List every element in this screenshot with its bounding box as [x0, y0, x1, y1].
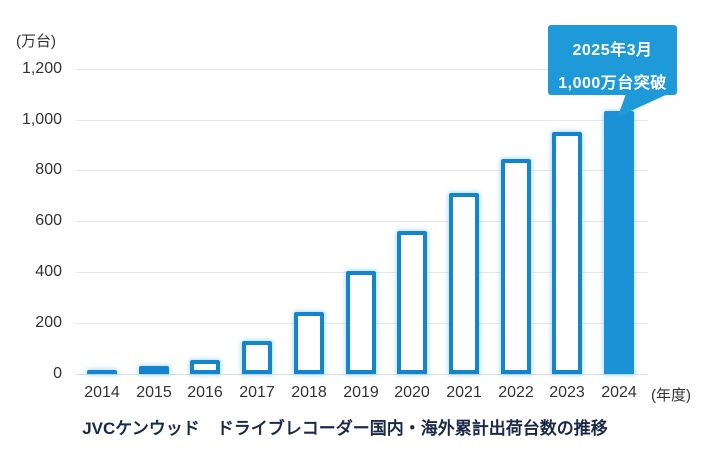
gridline-y-1000 [76, 120, 648, 121]
bar-2020 [397, 231, 427, 374]
x-tick-label-2022: 2022 [498, 384, 534, 401]
y-tick-label-400: 400 [35, 263, 62, 280]
y-tick-label-1200: 1,200 [21, 60, 62, 77]
x-tick-label-2016: 2016 [187, 384, 223, 401]
y-tick-label-1000: 1,000 [21, 111, 62, 128]
x-tick-label-2021: 2021 [446, 384, 482, 401]
x-tick-label-2024: 2024 [601, 384, 637, 401]
callout-milestone-text: 1,000万台突破 [558, 75, 667, 92]
y-tick-label-800: 800 [35, 161, 62, 178]
x-tick-label-2019: 2019 [343, 384, 379, 401]
bar-2016 [190, 360, 220, 374]
y-axis-unit-label: (万台) [16, 33, 56, 50]
y-tick-label-0: 0 [53, 365, 62, 382]
chart-title: JVCケンウッド ドライブレコーダー国内・海外累計出荷台数の推移 [82, 419, 608, 438]
bar-2024 [604, 111, 634, 374]
bar-2014 [87, 370, 117, 374]
callout-date-text: 2025年3月 [572, 42, 653, 59]
bar-2021 [449, 193, 479, 374]
gridline-y-1200 [76, 69, 648, 70]
y-tick-label-200: 200 [35, 314, 62, 331]
gridline-y-600 [76, 221, 648, 222]
x-axis-unit-label: (年度) [651, 387, 691, 404]
bar-2017 [242, 341, 272, 374]
x-tick-label-2017: 2017 [239, 384, 275, 401]
x-axis-baseline [76, 374, 648, 375]
y-tick-label-600: 600 [35, 212, 62, 229]
bar-2018 [294, 312, 324, 374]
bar-2019 [346, 271, 376, 374]
x-tick-label-2014: 2014 [84, 384, 120, 401]
x-tick-label-2018: 2018 [291, 384, 327, 401]
x-tick-label-2020: 2020 [394, 384, 430, 401]
x-tick-label-2023: 2023 [549, 384, 585, 401]
gridline-y-800 [76, 170, 648, 171]
bar-2022 [501, 159, 531, 374]
bar-2023 [552, 132, 582, 374]
x-tick-label-2015: 2015 [136, 384, 172, 401]
milestone-callout: 2025年3月 1,000万台突破 [548, 25, 677, 95]
bar-2015 [139, 366, 169, 374]
